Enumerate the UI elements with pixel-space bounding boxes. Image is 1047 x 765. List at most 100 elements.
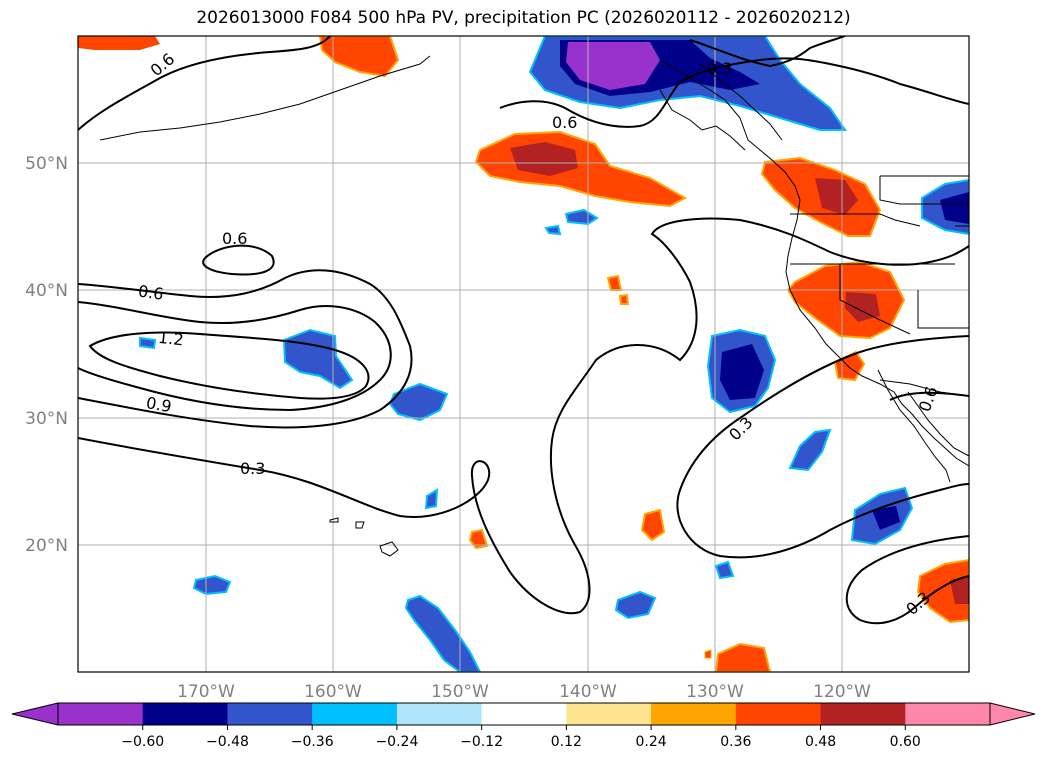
- pv-contour: [78, 301, 392, 412]
- colorbar-bin: [396, 703, 483, 725]
- map-content: 0.6 0.3 0.6 0.6 0.6 1.2 0.9 0.3 0.3 0.3 …: [78, 36, 969, 672]
- pv-contour: [889, 391, 969, 401]
- precip-positive-area: [845, 292, 880, 322]
- pv-contour: [78, 217, 969, 615]
- colorbar-bin: [312, 703, 398, 725]
- pv-contour: [845, 535, 969, 625]
- lat-labels: 50°N 40°N 30°N 20°N: [25, 154, 68, 556]
- lon-label-150w: 150°W: [431, 682, 489, 702]
- colorbar: −0.60 −0.48 −0.36 −0.24 −0.12 0.12 0.24 0.36 0.4…: [11, 702, 1036, 750]
- colorbar-ticks: −0.60 −0.48 −0.36 −0.24 −0.12 0.12 0.24 0.36 0.4…: [121, 725, 921, 750]
- coastline-hawaii-1: [379, 541, 399, 557]
- colorbar-frame: [57, 702, 991, 726]
- precip-positive-area: [618, 293, 630, 305]
- lon-label-120w: 120°W: [813, 682, 871, 702]
- colorbar-bin: [905, 703, 991, 725]
- lon-label-140w: 140°W: [559, 682, 617, 702]
- contour-label: 0.3: [240, 459, 265, 478]
- contour-label: 0.6: [137, 281, 165, 303]
- colorbar-extend-under: [11, 702, 59, 726]
- colorbar-bin: [58, 703, 144, 725]
- colorbar-tick-label: −0.12: [460, 734, 503, 750]
- lon-label-160w: 160°W: [304, 682, 362, 702]
- pv-contour: [78, 36, 331, 131]
- precip-positive-area: [510, 142, 578, 176]
- lat-label-30n: 30°N: [25, 409, 68, 429]
- colorbar-bin: [820, 703, 906, 725]
- contour-label: 0.6: [222, 229, 247, 248]
- precip-negative-area: [388, 382, 449, 422]
- colorbar-tick-label: 0.36: [720, 734, 751, 750]
- precip-negative-area: [564, 208, 599, 226]
- lon-labels: 170°W 160°W 150°W 140°W 130°W 120°W: [177, 682, 871, 702]
- precip-negative-area: [940, 192, 969, 224]
- precip-positive-area: [714, 642, 772, 672]
- colorbar-bin: [142, 703, 228, 725]
- colorbar-bin: [735, 703, 822, 725]
- lon-label-170w: 170°W: [177, 682, 235, 702]
- contour-labels: 0.6 0.3 0.6 0.6 0.6 1.2 0.9 0.3 0.3 0.3 …: [137, 49, 941, 619]
- precip-negative-area: [872, 506, 900, 530]
- colorbar-tick-label: −0.60: [121, 734, 164, 750]
- precip-positive-area: [606, 274, 623, 291]
- colorbar-bin: [481, 703, 567, 725]
- colorbar-tick-label: 0.24: [636, 734, 667, 750]
- colorbar-extend-over: [989, 702, 1036, 726]
- border-state-1: [879, 176, 969, 205]
- pv-contour: [88, 331, 370, 400]
- precip-negative-area: [544, 224, 562, 236]
- colorbar-tick-label: 0.12: [551, 734, 582, 750]
- precip-negative-area: [788, 428, 832, 472]
- colorbar-bin: [566, 703, 652, 725]
- contour-label: 0.6: [552, 113, 577, 132]
- precip-negative-area: [282, 328, 354, 390]
- precip-positive-area: [318, 36, 400, 78]
- figure-title: 2026013000 F084 500 hPa PV, precipitatio…: [196, 8, 851, 28]
- precip-positive-area: [78, 36, 160, 50]
- precip-positive-area: [704, 649, 712, 659]
- map-frame: [77, 35, 970, 673]
- gridlines: [78, 36, 969, 672]
- coastline-north-america: [659, 59, 969, 467]
- contour-label: 1.2: [157, 328, 184, 350]
- pv-contour: [689, 36, 846, 68]
- precip-negative-area: [714, 560, 735, 580]
- precip-negative-area: [424, 488, 439, 510]
- coastline-gulf-of-california: [907, 391, 969, 457]
- precip-positive-area: [468, 528, 489, 550]
- precip-positive-area: [815, 178, 858, 215]
- coastline-baja: [877, 369, 951, 483]
- lon-label-130w: 130°W: [686, 682, 744, 702]
- precip-positive-area: [950, 576, 969, 604]
- colorbar-bins: [11, 702, 1036, 726]
- pv-contour: [78, 269, 413, 429]
- precip-positive-area: [640, 508, 666, 542]
- pv-contour: [202, 244, 275, 276]
- lat-label-40n: 40°N: [25, 281, 68, 301]
- precip-negative-area: [404, 594, 482, 672]
- coastline-hawaii-3: [329, 517, 339, 523]
- precip-negative-area: [192, 574, 232, 596]
- colorbar-tick-label: 0.60: [890, 734, 921, 750]
- colorbar-tick-label: −0.24: [375, 734, 418, 750]
- precip-negative-area: [566, 42, 660, 90]
- contour-label: 0.3: [707, 59, 732, 78]
- coastline-hawaii-2: [355, 521, 365, 529]
- border-state-2: [790, 213, 921, 227]
- coastline-bc-islands: [659, 89, 746, 151]
- colorbar-tick-label: 0.48: [805, 734, 836, 750]
- colorbar-bin: [651, 703, 737, 725]
- contour-label: 0.9: [145, 393, 173, 416]
- border-state-5: [917, 290, 969, 329]
- coastline-bc-coast: [699, 63, 783, 141]
- coastlines: [99, 55, 969, 557]
- colorbar-tick-label: −0.48: [206, 734, 249, 750]
- lat-label-20n: 20°N: [25, 536, 68, 556]
- lat-label-50n: 50°N: [25, 154, 68, 174]
- coastline-alaska: [99, 55, 431, 141]
- precip-positive-area: [916, 558, 969, 624]
- border-state-4: [839, 264, 911, 335]
- pv-contour: [499, 57, 969, 128]
- pv-contours: [78, 36, 969, 625]
